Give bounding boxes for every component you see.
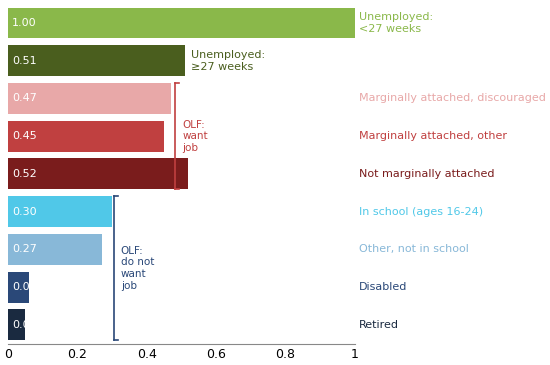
Bar xyxy=(8,310,25,340)
Bar xyxy=(8,196,112,227)
Text: 0.30: 0.30 xyxy=(12,207,37,217)
Bar xyxy=(8,45,185,76)
Text: 0.45: 0.45 xyxy=(12,131,37,141)
Bar xyxy=(8,272,29,303)
Text: Disabled: Disabled xyxy=(359,282,408,292)
Text: Unemployed:
≥27 weeks: Unemployed: ≥27 weeks xyxy=(190,50,265,72)
Text: 0.27: 0.27 xyxy=(12,244,37,254)
Bar xyxy=(8,234,102,265)
Text: Retired: Retired xyxy=(359,320,399,330)
Text: OLF:
want
job: OLF: want job xyxy=(182,120,208,153)
Text: Marginally attached, other: Marginally attached, other xyxy=(359,131,507,141)
Text: In school (ages 16-24): In school (ages 16-24) xyxy=(359,207,483,217)
Text: 0.52: 0.52 xyxy=(12,169,37,179)
Text: OLF:
do not
want
job: OLF: do not want job xyxy=(121,246,154,291)
Bar xyxy=(8,121,164,152)
Text: 1.00: 1.00 xyxy=(12,18,37,28)
Text: Marginally attached, discouraged: Marginally attached, discouraged xyxy=(359,93,546,103)
Bar xyxy=(8,158,189,189)
Text: 0.05: 0.05 xyxy=(12,320,37,330)
Text: Not marginally attached: Not marginally attached xyxy=(359,169,494,179)
Text: 0.06: 0.06 xyxy=(12,282,37,292)
Bar xyxy=(8,8,355,38)
Text: 0.51: 0.51 xyxy=(12,56,37,66)
Bar xyxy=(8,83,171,114)
Text: Other, not in school: Other, not in school xyxy=(359,244,469,254)
Text: 0.47: 0.47 xyxy=(12,93,37,103)
Text: Unemployed:
<27 weeks: Unemployed: <27 weeks xyxy=(359,12,433,34)
